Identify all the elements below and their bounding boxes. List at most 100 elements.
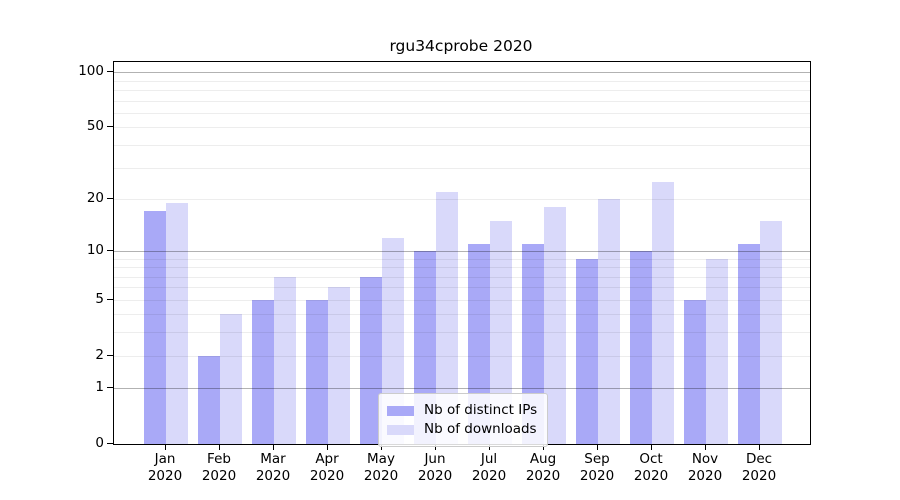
y-tick-mark-0 bbox=[107, 443, 114, 444]
bar-downloads-nov bbox=[706, 258, 728, 444]
bar-downloads-oct bbox=[652, 181, 674, 444]
bar-distinct-ips-apr bbox=[306, 299, 328, 444]
y-tick-mark-1 bbox=[107, 387, 114, 389]
bar-downloads-may bbox=[382, 237, 404, 444]
gridline-minor-8 bbox=[114, 267, 810, 269]
x-tick-month: Feb bbox=[207, 451, 231, 467]
x-tick-year: 2020 bbox=[579, 468, 615, 484]
legend-swatch-downloads bbox=[387, 424, 414, 435]
x-tick-mark-dec bbox=[759, 445, 760, 450]
x-tick-month: Jun bbox=[424, 451, 446, 467]
gridline-major-1 bbox=[114, 388, 810, 390]
x-tick-mark-aug bbox=[543, 445, 544, 450]
bar-distinct-ips-mar bbox=[252, 299, 274, 444]
gridline-minor-4 bbox=[114, 314, 810, 316]
bar-distinct-ips-nov bbox=[684, 299, 706, 444]
x-tick-mark-jul bbox=[489, 445, 490, 450]
gridline-minor-5 bbox=[114, 299, 810, 301]
bar-distinct-ips-dec bbox=[738, 243, 760, 444]
y-tick-label-2: 2 bbox=[95, 346, 104, 363]
gridline-minor-30 bbox=[114, 167, 810, 169]
x-tick-label-jul: Jul 2020 bbox=[457, 451, 521, 485]
bar-downloads-apr bbox=[328, 287, 350, 444]
x-tick-month: Jul bbox=[480, 451, 498, 467]
bar-distinct-ips-may bbox=[360, 276, 382, 444]
x-tick-label-nov: Nov 2020 bbox=[673, 451, 737, 485]
x-tick-mark-feb bbox=[219, 445, 220, 450]
bar-downloads-mar bbox=[274, 276, 296, 444]
x-tick-label-apr: Apr 2020 bbox=[295, 451, 359, 485]
x-tick-year: 2020 bbox=[363, 468, 399, 484]
gridline-minor-6 bbox=[114, 287, 810, 289]
gridline-major-100 bbox=[114, 72, 810, 74]
gridline-minor-40 bbox=[114, 145, 810, 146]
x-tick-label-feb: Feb 2020 bbox=[187, 451, 251, 485]
x-tick-year: 2020 bbox=[687, 468, 723, 484]
gridline-minor-50 bbox=[114, 127, 810, 129]
bar-downloads-aug bbox=[544, 206, 566, 444]
bar-downloads-jul bbox=[490, 220, 512, 444]
legend-label-distinct-ips: Nb of distinct IPs bbox=[424, 402, 538, 418]
gridline-minor-60 bbox=[114, 113, 810, 114]
y-tick-label-50: 50 bbox=[86, 118, 104, 135]
y-tick-mark-2 bbox=[107, 354, 114, 356]
x-tick-month: Jan bbox=[154, 451, 176, 467]
x-tick-mark-jan bbox=[165, 445, 166, 450]
x-tick-year: 2020 bbox=[741, 468, 777, 484]
legend-row-distinct-ips: Nb of distinct IPs bbox=[387, 402, 537, 419]
gridline-minor-90 bbox=[114, 80, 810, 82]
y-tick-label-20: 20 bbox=[86, 189, 104, 206]
gridline-minor-20 bbox=[114, 198, 810, 200]
gridline-minor-70 bbox=[114, 100, 810, 102]
y-tick-label-1: 1 bbox=[95, 379, 104, 396]
x-tick-month: Mar bbox=[260, 451, 286, 467]
legend-row-downloads: Nb of downloads bbox=[387, 421, 537, 438]
gridline-major-10 bbox=[114, 250, 810, 252]
x-tick-label-may: May 2020 bbox=[349, 451, 413, 485]
x-tick-year: 2020 bbox=[417, 468, 453, 484]
x-tick-year: 2020 bbox=[525, 468, 561, 484]
x-tick-mark-nov bbox=[705, 445, 706, 450]
x-tick-label-jan: Jan 2020 bbox=[133, 451, 197, 485]
x-tick-year: 2020 bbox=[201, 468, 237, 484]
x-tick-mark-mar bbox=[273, 445, 274, 450]
gridline-minor-2 bbox=[114, 355, 810, 357]
x-tick-mark-sep bbox=[597, 445, 598, 450]
x-tick-year: 2020 bbox=[147, 468, 183, 484]
bar-distinct-ips-jan bbox=[144, 211, 166, 444]
gridline-minor-7 bbox=[114, 276, 810, 278]
y-tick-mark-100 bbox=[107, 71, 114, 73]
y-tick-mark-10 bbox=[107, 249, 114, 251]
y-tick-label-100: 100 bbox=[78, 63, 104, 80]
x-tick-label-jun: Jun 2020 bbox=[403, 451, 467, 485]
bar-distinct-ips-feb bbox=[198, 355, 220, 444]
x-tick-month: Nov bbox=[691, 451, 719, 467]
bar-downloads-jan bbox=[166, 202, 188, 444]
x-tick-year: 2020 bbox=[255, 468, 291, 484]
x-tick-label-dec: Dec 2020 bbox=[727, 451, 791, 485]
chart-title: rgu34cprobe 2020 bbox=[389, 37, 533, 55]
x-tick-month: Sep bbox=[584, 451, 610, 467]
bar-downloads-feb bbox=[220, 314, 242, 444]
bar-downloads-dec bbox=[760, 220, 782, 444]
x-tick-label-sep: Sep 2020 bbox=[565, 451, 629, 485]
y-tick-label-0: 0 bbox=[95, 435, 104, 451]
y-tick-label-5: 5 bbox=[95, 290, 104, 307]
x-tick-month: Oct bbox=[639, 451, 663, 467]
x-tick-label-mar: Mar 2020 bbox=[241, 451, 305, 485]
x-tick-year: 2020 bbox=[633, 468, 669, 484]
y-tick-mark-50 bbox=[107, 126, 114, 128]
x-tick-mark-jun bbox=[435, 445, 436, 450]
gridline-minor-3 bbox=[114, 332, 810, 334]
x-tick-year: 2020 bbox=[471, 468, 507, 484]
y-tick-label-10: 10 bbox=[86, 241, 104, 258]
x-tick-year: 2020 bbox=[309, 468, 345, 484]
x-tick-mark-may bbox=[381, 445, 382, 450]
legend-swatch-distinct-ips bbox=[387, 405, 414, 416]
x-tick-month: Dec bbox=[745, 451, 773, 467]
x-tick-month: May bbox=[367, 451, 395, 467]
legend: Nb of distinct IPs Nb of downloads bbox=[378, 393, 549, 447]
x-tick-mark-apr bbox=[327, 445, 328, 450]
x-tick-month: Aug bbox=[529, 451, 557, 467]
